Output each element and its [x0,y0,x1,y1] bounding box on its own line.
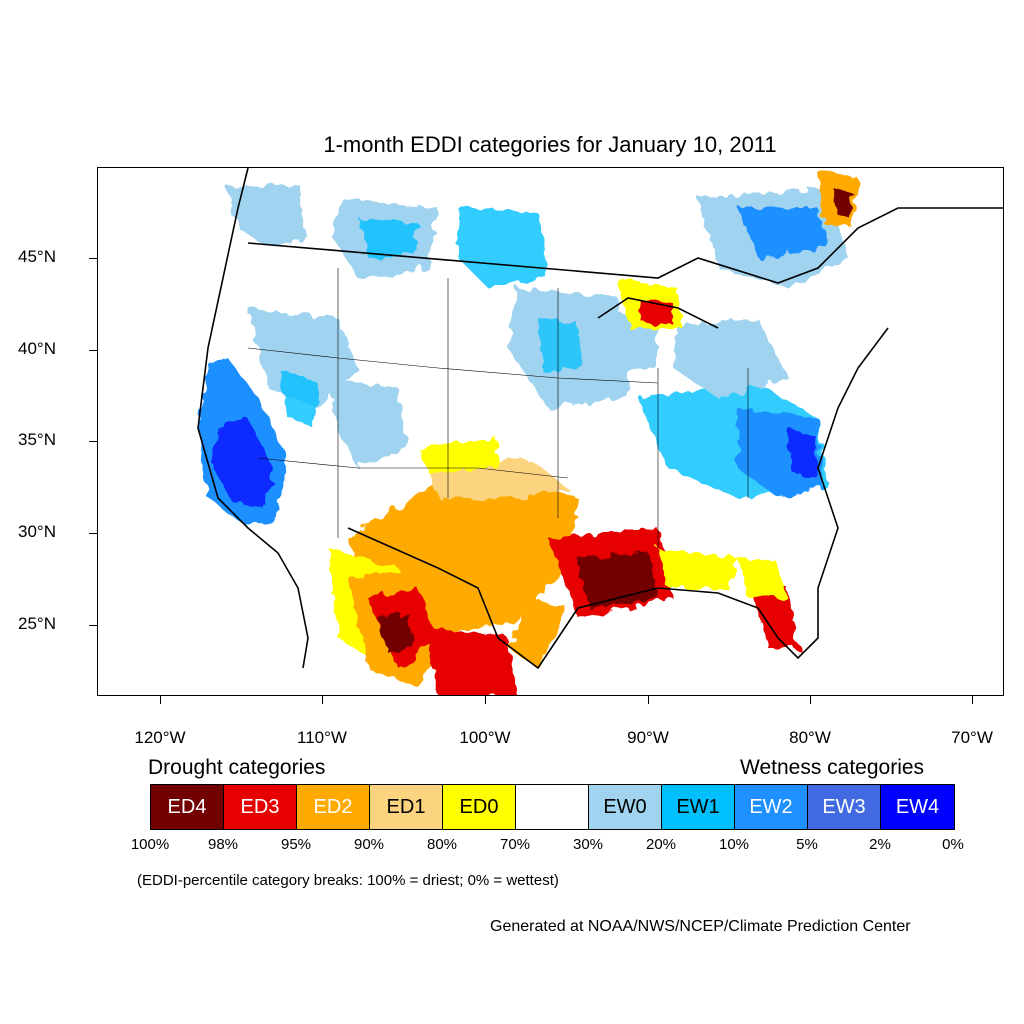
x-tick-label: 110°W [297,728,347,747]
map-title: 1-month EDDI categories for January 10, … [323,132,777,157]
y-tick-label: 25°N [18,614,56,633]
coastlines [197,168,1003,670]
legend-box-ed0: ED0 [443,785,516,829]
y-tick [89,258,97,259]
drought-categories-heading: Drought categories [148,756,326,779]
x-tick-label: 70°W [951,728,993,747]
x-tick-label: 80°W [789,728,831,747]
legend-box-ew3: EW3 [808,785,881,829]
percentile-break-label: 20% [645,836,677,853]
percentile-break-label: 100% [130,836,170,853]
x-tick [160,696,161,704]
legend-box-ed3: ED3 [224,785,297,829]
y-tick-label: 35°N [18,430,56,449]
x-tick [485,696,486,704]
percentile-break-label: 10% [718,836,750,853]
eddi-map [197,168,1003,695]
category-shading [198,173,858,695]
state-borders [247,268,749,548]
x-tick [972,696,973,704]
percentile-break-label: 70% [499,836,531,853]
legend-box-ed4: ED4 [151,785,224,829]
category-legend: ED4 ED3 ED2 ED1 ED0 EW0 EW1 EW2 EW3 EW4 [150,784,955,830]
percentile-break-label: 98% [207,836,239,853]
map-panel [97,167,1004,696]
x-tick [810,696,811,704]
legend-box-neutral [516,785,589,829]
percentile-break-label: 5% [796,836,818,853]
category-note: (EDDI-percentile category breaks: 100% =… [137,872,559,889]
y-tick-label: 40°N [18,339,56,358]
legend-box-ew0: EW0 [589,785,662,829]
legend-box-ew1: EW1 [662,785,735,829]
wetness-categories-heading: Wetness categories [740,756,925,779]
y-tick-label: 45°N [18,247,56,266]
x-tick [648,696,649,704]
legend-box-ew2: EW2 [735,785,808,829]
y-tick [89,625,97,626]
percentile-break-label: 95% [280,836,312,853]
y-tick [89,441,97,442]
y-tick-label: 30°N [18,522,56,541]
y-tick [89,350,97,351]
legend-box-ew4: EW4 [881,785,954,829]
credit-line: Generated at NOAA/NWS/NCEP/Climate Predi… [490,918,911,935]
percentile-break-label: 30% [572,836,604,853]
x-tick-label: 120°W [134,728,186,747]
y-tick [89,533,97,534]
legend-box-ed1: ED1 [370,785,443,829]
percentile-break-label: 0% [942,836,964,853]
percentile-break-label: 80% [426,836,458,853]
x-tick [322,696,323,704]
legend-box-ed2: ED2 [297,785,370,829]
x-tick-label: 100°W [459,728,511,747]
percentile-break-label: 90% [353,836,385,853]
percentile-break-label: 2% [869,836,891,853]
x-tick-label: 90°W [627,728,669,747]
